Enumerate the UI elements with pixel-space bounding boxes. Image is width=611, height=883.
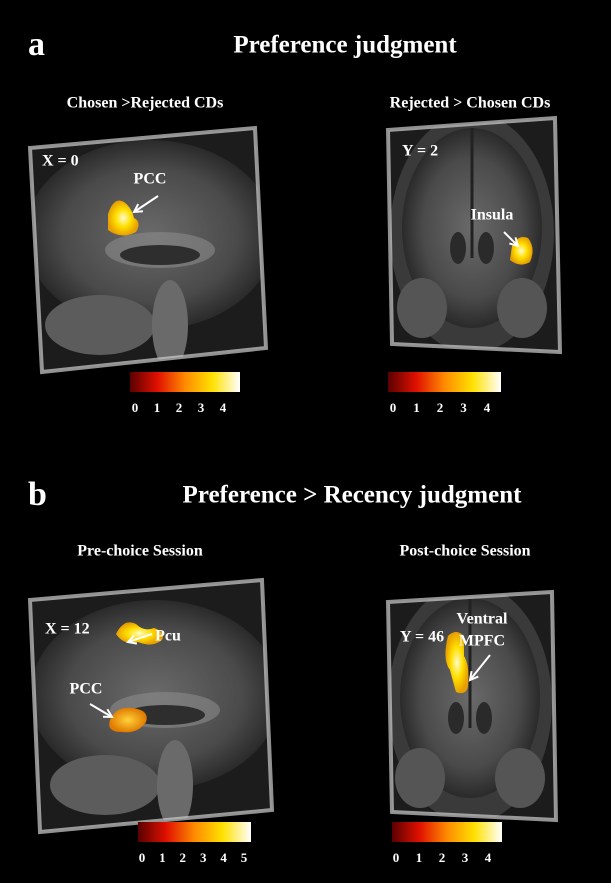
region-label: Ventral — [457, 611, 509, 628]
colorbar-tick-label: 0 — [139, 850, 146, 865]
colorbar-tick-label: 3 — [200, 850, 207, 865]
view-subtitle: Post-choice Session — [399, 543, 530, 560]
region-label: MPFC — [459, 633, 505, 650]
colorbar-tick-label: 5 — [241, 850, 248, 865]
coordinate-label: Y = 46 — [400, 629, 444, 646]
region-label: Insula — [471, 207, 514, 224]
ventricle-r — [476, 702, 492, 734]
view-subtitle: Rejected > Chosen CDs — [390, 95, 551, 112]
panel-letter: b — [28, 476, 47, 513]
panel-title: Preference > Recency judgment — [183, 482, 523, 509]
colorbar-tick-label: 4 — [220, 400, 227, 415]
colorbar-tick-label: 4 — [220, 850, 227, 865]
colorbar — [130, 372, 240, 392]
temporal-r — [495, 748, 545, 808]
colorbar-tick-label: 4 — [485, 850, 492, 865]
temporal-r — [497, 278, 547, 338]
colorbar-tick-label: 1 — [413, 400, 420, 415]
ventricle-l — [450, 232, 466, 264]
colorbar-tick-label: 4 — [484, 400, 491, 415]
ventricle — [120, 245, 200, 265]
temporal-l — [395, 748, 445, 808]
colorbar — [138, 822, 251, 842]
cerebellum — [45, 295, 155, 355]
colorbar-tick-label: 3 — [198, 400, 205, 415]
view-subtitle: Pre-choice Session — [77, 543, 203, 560]
temporal-l — [397, 278, 447, 338]
colorbar-tick-label: 0 — [132, 400, 139, 415]
colorbar-tick-label: 1 — [159, 850, 166, 865]
colorbar-tick-label: 3 — [462, 850, 469, 865]
brain-image — [30, 580, 280, 832]
colorbar-tick-label: 3 — [460, 400, 467, 415]
colorbar-tick-label: 2 — [437, 400, 444, 415]
figure: a Preference judgment Chosen >Rejected CDs… — [0, 0, 611, 883]
ventricle-l — [448, 702, 464, 734]
colorbar — [392, 822, 502, 842]
panel-letter: a — [28, 26, 45, 63]
panel-title: Preference judgment — [233, 32, 457, 59]
colorbar-tick-label: 0 — [393, 850, 400, 865]
colorbar-tick-label: 0 — [390, 400, 397, 415]
colorbar-tick-label: 2 — [180, 850, 187, 865]
colorbar-tick-label: 1 — [154, 400, 161, 415]
colorbar-tick-label: 2 — [439, 850, 446, 865]
coordinate-label: X = 0 — [42, 153, 79, 170]
coordinate-label: Y = 2 — [402, 143, 438, 160]
view-subtitle: Chosen >Rejected CDs — [67, 95, 224, 112]
region-label: Pcu — [155, 628, 181, 645]
colorbar — [388, 372, 501, 392]
ventricle-r — [478, 232, 494, 264]
cerebellum — [50, 755, 160, 815]
coordinate-label: X = 12 — [45, 621, 90, 638]
region-label: PCC — [70, 681, 103, 698]
colorbar-tick-label: 2 — [176, 400, 183, 415]
colorbar-tick-label: 1 — [416, 850, 423, 865]
region-label: PCC — [134, 171, 167, 188]
